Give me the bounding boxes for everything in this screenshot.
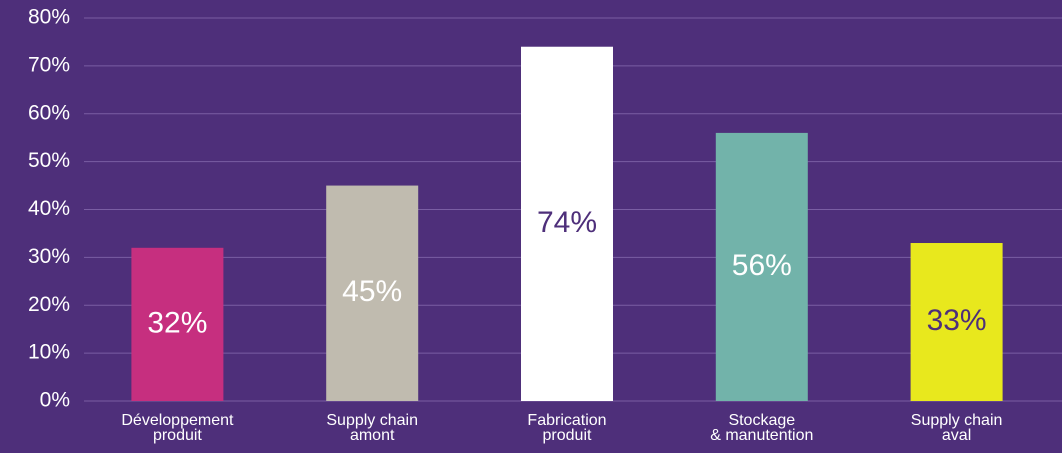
bar [910, 243, 1003, 401]
x-tick-label: Développement [121, 412, 234, 429]
x-tick-label: & manutention [710, 427, 813, 444]
x-tick-label: produit [153, 427, 202, 444]
y-tick-label: 70% [28, 53, 70, 76]
y-tick-label: 50% [28, 149, 70, 172]
value-label: 45% [342, 275, 402, 308]
x-tick-label: aval [942, 427, 971, 444]
y-tick-label: 60% [28, 101, 70, 124]
y-tick-label: 10% [28, 341, 70, 364]
x-tick-label: Supply chain [326, 412, 418, 429]
x-tick-label: produit [543, 427, 592, 444]
bar [715, 132, 808, 401]
bar [521, 46, 613, 401]
y-tick-label: 40% [28, 197, 70, 220]
y-tick-label: 20% [28, 293, 70, 316]
x-tick-label: Supply chain [911, 412, 1003, 429]
x-tick-label: Stockage [728, 412, 795, 429]
bar [131, 247, 224, 401]
x-tick-label: amont [350, 427, 395, 444]
y-tick-label: 30% [28, 245, 70, 268]
value-label: 74% [537, 206, 597, 239]
y-tick-label: 80% [28, 6, 70, 29]
x-tick-label: Fabrication [527, 412, 606, 429]
value-label: 32% [147, 306, 207, 339]
bar [326, 185, 419, 401]
value-label: 33% [927, 304, 987, 337]
y-tick-label: 0% [40, 389, 70, 412]
value-label: 56% [732, 249, 792, 282]
